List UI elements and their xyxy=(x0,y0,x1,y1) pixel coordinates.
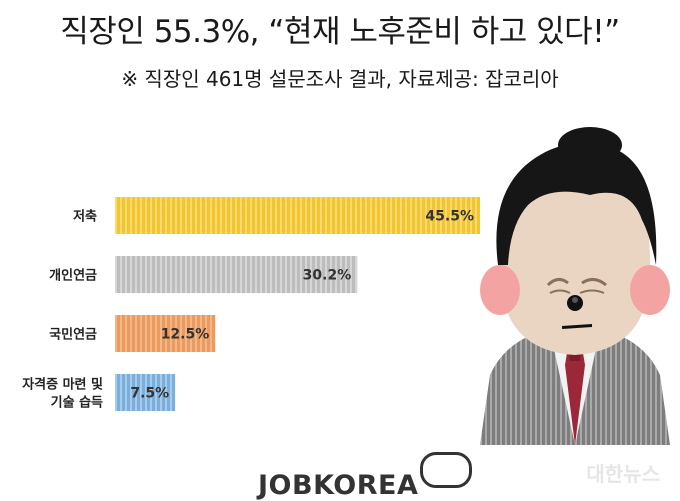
bar-value-label: 30.2% xyxy=(303,268,352,284)
jobkorea-logo: JOBKOREA xyxy=(258,470,419,501)
bar-value-label: 45.5% xyxy=(425,209,474,225)
office-worker-illustration xyxy=(480,127,670,445)
category-label: 자격증 마련 및 기술 습득 xyxy=(22,377,103,411)
logo-bubble-icon xyxy=(420,452,472,488)
category-label: 개인연금 xyxy=(49,268,97,284)
chart-title: 직장인 55.3%, “현재 노후준비 하고 있다!” xyxy=(60,14,620,50)
bar xyxy=(115,315,216,352)
bar-chart: 45.5% 저축 30.2% 개인연금 12.5% 국민연금 7.5% 자격증 마련 및 기술 … xyxy=(22,197,480,411)
bar xyxy=(115,374,176,411)
category-label: 저축 xyxy=(73,209,97,225)
bar-value-label: 12.5% xyxy=(161,327,210,343)
bar xyxy=(115,197,480,234)
bar xyxy=(115,256,358,293)
chart-subtitle: ※ 직장인 461명 설문조사 결과, 자료제공: 잡코리아 xyxy=(121,67,559,91)
bar-value-label: 7.5% xyxy=(130,386,169,402)
watermark: 대한뉴스 xyxy=(586,462,660,486)
category-label: 국민연금 xyxy=(49,327,97,343)
